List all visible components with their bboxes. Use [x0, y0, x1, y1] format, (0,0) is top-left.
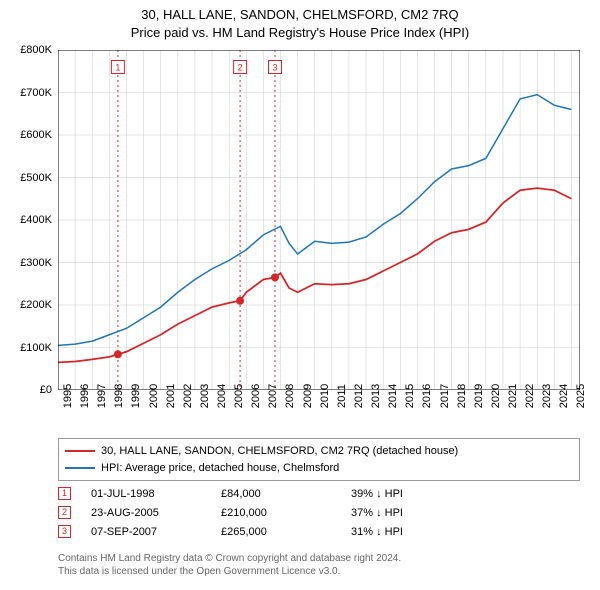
attribution-line1: Contains HM Land Registry data © Crown c…	[58, 552, 580, 565]
legend-swatch	[65, 450, 95, 452]
title-line2: Price paid vs. HM Land Registry's House …	[0, 24, 600, 42]
event-date: 23-AUG-2005	[91, 507, 201, 519]
xtick-label: 2015	[404, 384, 416, 408]
event-marker: 3	[58, 525, 71, 538]
event-date: 01-JUL-1998	[91, 488, 201, 500]
xtick-label: 1997	[96, 384, 108, 408]
ytick-label: £400K	[20, 214, 52, 226]
event-date: 07-SEP-2007	[91, 526, 201, 538]
ytick-label: £300K	[20, 257, 52, 269]
legend-row: HPI: Average price, detached house, Chel…	[65, 460, 573, 477]
xtick-label: 2014	[387, 384, 399, 408]
ytick-label: £700K	[20, 87, 52, 99]
xtick-label: 2006	[250, 384, 262, 408]
chart-container: 30, HALL LANE, SANDON, CHELMSFORD, CM2 7…	[0, 0, 600, 590]
plot-svg: 1 2 3	[58, 50, 580, 390]
xtick-label: 1998	[113, 384, 125, 408]
legend-box: 30, HALL LANE, SANDON, CHELMSFORD, CM2 7…	[58, 438, 580, 481]
xtick-label: 2019	[473, 384, 485, 408]
event-price: £210,000	[221, 507, 331, 519]
attribution-line2: This data is licensed under the Open Gov…	[58, 565, 580, 578]
xtick-label: 2024	[558, 384, 570, 408]
event-price: £84,000	[221, 488, 331, 500]
ytick-label: £100K	[20, 342, 52, 354]
ytick-label: £500K	[20, 172, 52, 184]
xtick-label: 2003	[199, 384, 211, 408]
xtick-label: 2001	[165, 384, 177, 408]
xtick-label: 2004	[216, 384, 228, 408]
legend-row: 30, HALL LANE, SANDON, CHELMSFORD, CM2 7…	[65, 443, 573, 460]
ytick-label: £0	[40, 384, 52, 396]
xtick-label: 2025	[575, 384, 587, 408]
ytick-label: £200K	[20, 299, 52, 311]
event-marker: 1	[58, 487, 71, 500]
xtick-label: 2009	[302, 384, 314, 408]
xtick-label: 2008	[284, 384, 296, 408]
legend-rows: 30, HALL LANE, SANDON, CHELMSFORD, CM2 7…	[65, 443, 573, 476]
chart-area: 123 £0£100K£200K£300K£400K£500K£600K£700…	[58, 50, 580, 390]
xtick-label: 2000	[148, 384, 160, 408]
xtick-label: 1995	[62, 384, 74, 408]
xtick-label: 2012	[353, 384, 365, 408]
xtick-label: 2010	[319, 384, 331, 408]
event-row: 2 23-AUG-2005 £210,000 37% ↓ HPI	[58, 503, 580, 522]
legend-label: HPI: Average price, detached house, Chel…	[101, 460, 339, 477]
title-line1: 30, HALL LANE, SANDON, CHELMSFORD, CM2 7…	[0, 6, 600, 24]
event-price: £265,000	[221, 526, 331, 538]
xtick-label: 2007	[267, 384, 279, 408]
xtick-label: 2005	[233, 384, 245, 408]
svg-text:1: 1	[115, 63, 120, 73]
xtick-label: 2023	[541, 384, 553, 408]
svg-text:3: 3	[273, 63, 278, 73]
xtick-label: 2020	[490, 384, 502, 408]
event-diff: 31% ↓ HPI	[351, 526, 471, 538]
legend-label: 30, HALL LANE, SANDON, CHELMSFORD, CM2 7…	[101, 443, 458, 460]
xtick-label: 1999	[130, 384, 142, 408]
event-diff: 39% ↓ HPI	[351, 488, 471, 500]
xtick-label: 2013	[370, 384, 382, 408]
attribution: Contains HM Land Registry data © Crown c…	[58, 552, 580, 578]
events-table: 1 01-JUL-1998 £84,000 39% ↓ HPI 2 23-AUG-2005…	[58, 484, 580, 541]
xtick-label: 2021	[507, 384, 519, 408]
xtick-label: 2018	[456, 384, 468, 408]
chart-title: 30, HALL LANE, SANDON, CHELMSFORD, CM2 7…	[0, 0, 600, 42]
svg-text:2: 2	[238, 63, 243, 73]
xtick-label: 2022	[524, 384, 536, 408]
xtick-label: 2011	[336, 384, 348, 408]
event-marker: 2	[58, 506, 71, 519]
event-row: 3 07-SEP-2007 £265,000 31% ↓ HPI	[58, 522, 580, 541]
xtick-label: 2017	[439, 384, 451, 408]
ytick-label: £600K	[20, 129, 52, 141]
event-diff: 37% ↓ HPI	[351, 507, 471, 519]
xtick-label: 1996	[79, 384, 91, 408]
event-row: 1 01-JUL-1998 £84,000 39% ↓ HPI	[58, 484, 580, 503]
ytick-label: £800K	[20, 44, 52, 56]
xtick-label: 2002	[182, 384, 194, 408]
legend-swatch	[65, 467, 95, 469]
xtick-label: 2016	[421, 384, 433, 408]
